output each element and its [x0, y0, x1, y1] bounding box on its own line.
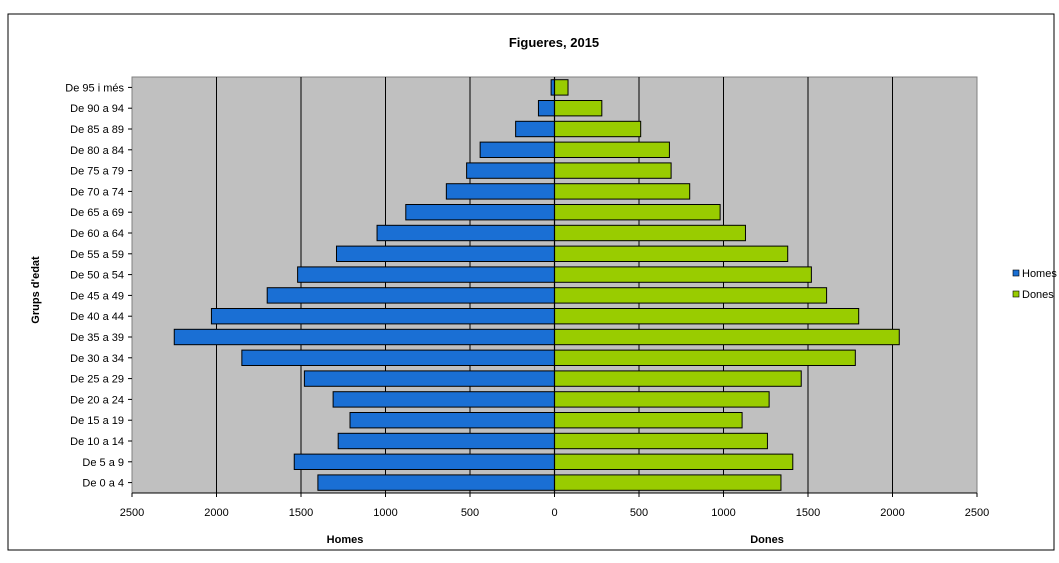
y-tick-label: De 10 a 14 [70, 436, 124, 448]
y-axis-label: Grups d'edat [30, 256, 42, 324]
x-tick-label: 2500 [120, 507, 144, 519]
x-tick-labels: 2500 2000 1500 1000 500 0 500 1000 1500 2000 2500 [120, 492, 989, 519]
bar-dones [554, 100, 603, 117]
y-tick-label: De 35 a 39 [70, 332, 124, 344]
bar-dones [554, 370, 802, 387]
x-tick-label: 500 [461, 507, 479, 519]
x-tick-label: 2000 [204, 507, 228, 519]
y-tick-label: De 80 a 84 [70, 145, 124, 157]
bar-homes [332, 391, 555, 408]
y-tick-label: De 40 a 44 [70, 311, 124, 323]
y-tick-label: De 30 a 34 [70, 353, 124, 365]
bar-dones [554, 141, 670, 158]
bar-dones [554, 432, 768, 450]
x-tick-label: 2500 [965, 507, 989, 519]
legend-swatch-homes [1012, 269, 1020, 277]
y-tick-labels: De 0 a 4 De 5 a 9 De 10 a 14 De 15 a 19 De 2… [65, 82, 132, 490]
x-tick-label: 1500 [796, 507, 820, 519]
bar-dones [554, 453, 794, 470]
y-tick-label: De 70 a 74 [70, 186, 124, 198]
bar-dones [554, 266, 812, 283]
x-tick-label: 1500 [289, 507, 313, 519]
bar-dones [554, 287, 828, 304]
y-tick-label: De 20 a 24 [70, 394, 124, 406]
y-tick-label: De 90 a 94 [70, 103, 124, 115]
y-tick-label: De 55 a 59 [70, 249, 124, 261]
y-tick-label: De 15 a 19 [70, 415, 124, 427]
y-tick-label: De 60 a 64 [70, 228, 124, 240]
legend-swatch-dones [1012, 290, 1020, 298]
bar-homes [376, 224, 555, 242]
bar-homes [303, 370, 555, 387]
x-tick-label: 1000 [711, 507, 735, 519]
bar-homes [466, 162, 555, 179]
bar-homes [337, 432, 555, 450]
x-axis-label-dones: Dones [750, 534, 784, 546]
bar-homes [241, 349, 555, 366]
bar-dones [554, 391, 770, 408]
bar-dones [554, 162, 672, 179]
y-tick-label: De 75 a 79 [70, 166, 124, 178]
y-tick-label: De 85 a 89 [70, 124, 124, 136]
bar-homes [479, 141, 556, 158]
x-tick-label: 2000 [880, 507, 904, 519]
bar-dones [554, 224, 746, 242]
y-tick-label: De 5 a 9 [82, 457, 124, 469]
bar-homes [293, 453, 555, 470]
bar-homes [405, 204, 555, 221]
bar-homes [210, 308, 555, 325]
bars [173, 79, 900, 491]
bar-homes [297, 266, 555, 283]
bar-dones [554, 204, 721, 221]
x-axis-label-homes: Homes [327, 534, 364, 546]
bar-homes [266, 287, 555, 304]
bar-dones [554, 79, 569, 96]
bar-homes [515, 120, 556, 138]
chart-title: Figueres, 2015 [509, 35, 599, 50]
y-tick-label: De 25 a 29 [70, 374, 124, 386]
x-tick-label: 0 [551, 507, 557, 519]
bar-dones [554, 245, 789, 262]
y-tick-label: De 95 i més [65, 82, 124, 94]
y-tick-label: De 65 a 69 [70, 207, 124, 219]
bar-dones [554, 349, 856, 366]
bar-homes [335, 245, 555, 262]
bar-dones [554, 474, 782, 491]
y-tick-label: De 0 a 4 [82, 478, 124, 490]
bar-dones [554, 308, 860, 325]
bar-homes [317, 474, 555, 491]
x-tick-label: 500 [630, 507, 648, 519]
legend: Homes Dones [1012, 268, 1057, 301]
bar-homes [445, 183, 555, 200]
legend-label-homes: Homes [1022, 268, 1057, 280]
bar-dones [554, 183, 691, 200]
bar-dones [554, 120, 642, 138]
bar-homes [537, 100, 556, 117]
bar-homes [173, 328, 555, 346]
x-tick-label: 1000 [373, 507, 397, 519]
y-tick-label: De 45 a 49 [70, 290, 124, 302]
y-tick-label: De 50 a 54 [70, 270, 124, 282]
bar-dones [554, 328, 900, 346]
bar-dones [554, 412, 743, 429]
bar-homes [349, 412, 556, 429]
legend-label-dones: Dones [1022, 289, 1054, 301]
